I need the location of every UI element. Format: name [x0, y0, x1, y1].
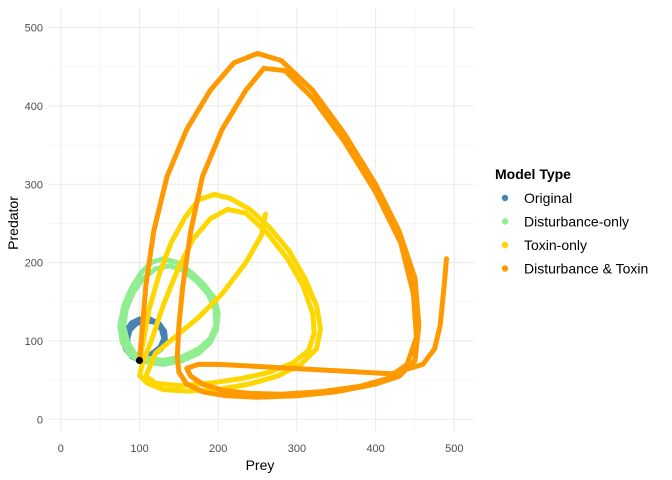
legend-label: Disturbance-only: [524, 214, 629, 230]
x-tick-label: 0: [58, 443, 64, 455]
x-axis-title: Prey: [246, 457, 275, 473]
x-tick-label: 100: [130, 443, 148, 455]
legend: Model Type Original Disturbance-only Toxin…: [495, 166, 648, 277]
legend-title: Model Type: [495, 166, 571, 182]
x-tick-label: 200: [209, 443, 227, 455]
legend-key-dot: [501, 265, 509, 272]
series-disturbance-toxin-line: [137, 50, 449, 400]
x-axis-ticks: 0 100 200 300 400 500: [58, 443, 464, 455]
y-tick-label: 200: [25, 258, 43, 270]
x-tick-label: 400: [366, 443, 384, 455]
y-tick-label: 100: [25, 336, 43, 348]
series-toxin-only-line: [137, 191, 323, 394]
series-disturbance-only-line: [117, 256, 221, 367]
y-axis-title: Predator: [5, 196, 21, 250]
legend-label: Toxin-only: [524, 237, 587, 253]
legend-key-dot: [501, 194, 509, 202]
y-tick-label: 0: [37, 414, 43, 426]
marker-layer: [135, 356, 144, 365]
legend-label: Original: [524, 190, 572, 206]
x-tick-label: 500: [445, 443, 463, 455]
start-point-marker: [135, 356, 144, 365]
legend-key-dot: [501, 241, 509, 249]
legend-key-dot: [501, 218, 509, 225]
legend-label: Disturbance & Toxin: [524, 261, 648, 277]
x-tick-label: 300: [288, 443, 306, 455]
y-tick-label: 400: [25, 101, 43, 113]
y-axis-ticks: 0 100 200 300 400 500: [25, 23, 43, 427]
series-layer: [117, 50, 449, 400]
y-tick-label: 300: [25, 179, 43, 191]
y-tick-label: 500: [25, 23, 43, 35]
